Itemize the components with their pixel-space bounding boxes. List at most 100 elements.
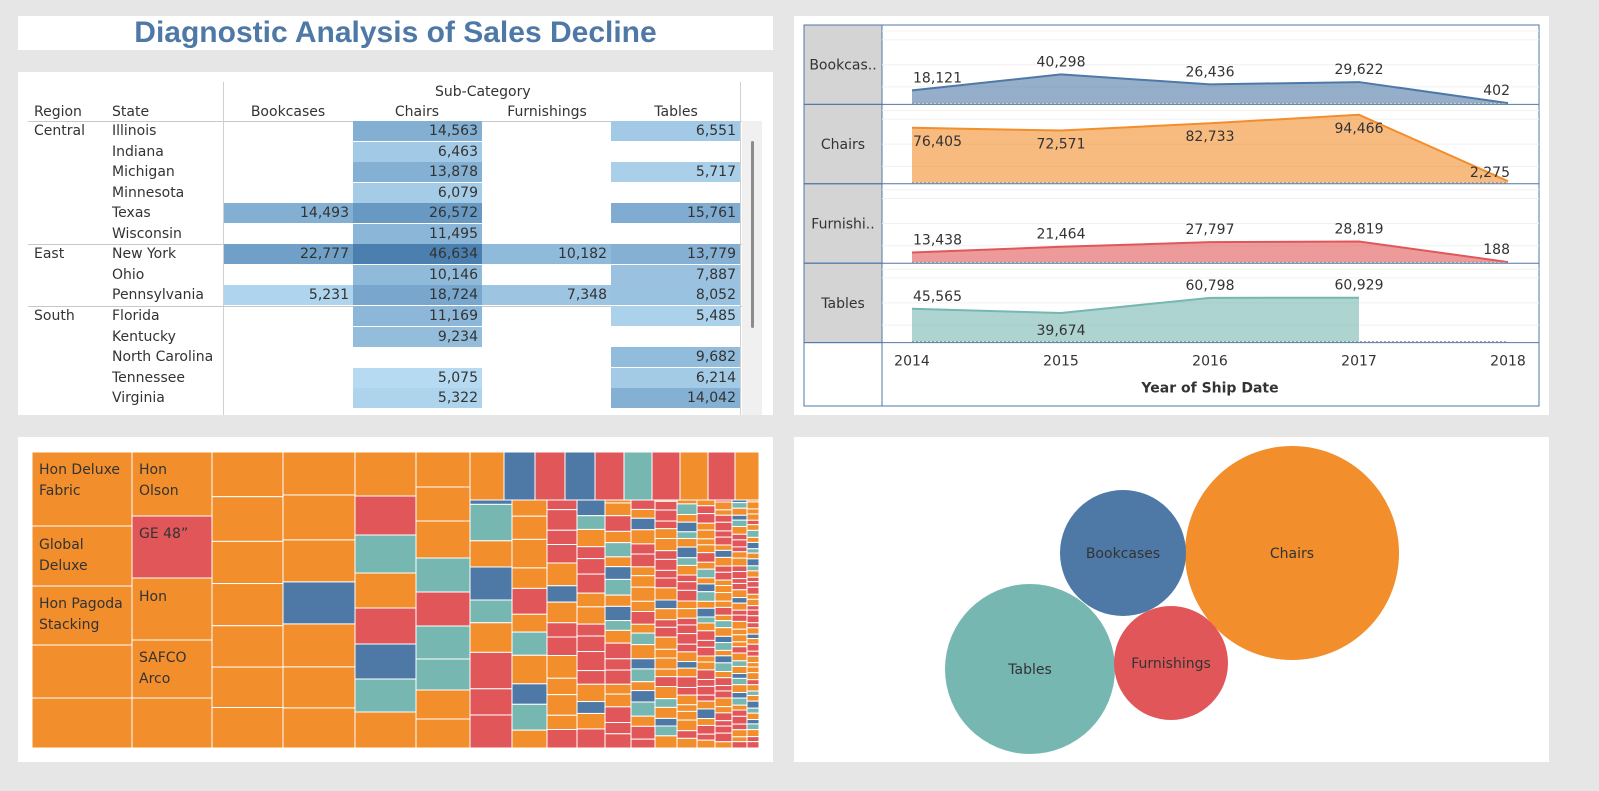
treemap-tile [746,729,760,738]
treemap-tile [731,565,748,573]
treemap-tile [714,670,733,679]
treemap-tile [630,610,656,625]
treemap-tile [211,496,284,542]
area-row-tables: Tables 45,565 39,674 60,798 60,929 [803,262,1539,344]
treemap-tile [714,741,733,749]
treemap-tile [630,701,656,717]
treemap-tile [714,697,733,708]
treemap-tile [696,655,716,663]
treemap-tile [282,539,356,583]
treemap-tile [746,558,760,567]
scrollbar-thumb[interactable] [751,141,754,328]
treemap-tile [696,513,716,524]
state-label: Ohio [112,266,145,283]
treemap-tile [630,508,656,519]
treemap-tile [604,620,632,631]
treemap-tile [714,571,733,581]
treemap-tile [654,735,678,749]
treemap-tile [731,602,748,611]
treemap-tile [746,662,760,668]
treemap-tile [630,715,656,727]
treemap-label-line: Deluxe [39,558,88,574]
treemap-tile [746,524,760,531]
treemap-tile [746,736,760,743]
treemap-tile [746,519,760,526]
treemap-tile [696,607,716,618]
treemap-tile [696,708,716,720]
treemap-tile [676,676,698,688]
state-label: Michigan [112,164,175,181]
area-fill [912,114,1508,183]
treemap-tile [282,707,356,749]
treemap-tile [564,451,596,501]
row-header-cell [803,262,883,344]
data-label: 402 [1483,83,1510,99]
treemap-tile [469,599,513,624]
treemap-tile [415,557,471,593]
treemap-tile [654,587,678,601]
treemap-tile [282,494,356,541]
treemap-tile [676,537,698,548]
treemap-tile [546,544,578,564]
treemap-tile [415,689,471,720]
area-line [911,296,1360,315]
data-label: 45,565 [913,289,962,305]
treemap-tile [576,515,606,530]
treemap-tile [511,729,548,749]
subcategory-bubble-chart: Chairs Bookcases Tables Furnishings [945,446,1399,754]
bubble-tables: Tables [945,584,1115,754]
treemap-label-line: Hon Deluxe [39,462,120,478]
treemap-tile [731,697,748,706]
treemap-tile [469,540,513,568]
treemap-tile [654,599,678,610]
treemap-tile [696,669,716,680]
treemap-tile [746,593,760,600]
table-cell: 5,322 [353,388,482,409]
treemap-tile [576,701,606,714]
treemap-tile [131,697,213,749]
treemap-tile [576,728,606,749]
bubble-label: Chairs [1270,546,1314,562]
treemap-tile [696,646,716,657]
state-label: Wisconsin [112,225,182,242]
treemap-label: Global Deluxe [39,537,88,574]
treemap-tile [654,636,678,650]
treemap-tile [604,693,632,708]
treemap-tile [696,685,716,696]
treemap-tile [676,617,698,626]
treemap-tile [511,613,548,633]
treemap-tile [746,741,760,749]
bubble-furnishings: Furnishings [1114,606,1228,720]
column-header-tables: Tables [654,104,698,120]
table-cell: 5,231 [224,285,353,306]
treemap-tile [714,600,733,608]
treemap-tile [511,654,548,685]
treemap-tile [469,688,513,716]
treemap-tile [676,581,698,591]
column-header-label: Sub-Category [435,84,531,100]
treemap-label-line: Olson [139,483,179,499]
treemap-tile [731,546,748,553]
treemap-tile [676,719,698,732]
treemap-tile [576,683,606,703]
treemap-tile [630,566,656,577]
treemap-tile [731,652,748,662]
state-label: Illinois [112,123,157,139]
table-cell: 5,485 [611,305,740,326]
treemap-tile [714,606,733,616]
treemap-tile [746,622,760,629]
table-cell: 5,075 [353,367,482,388]
table-cell: 14,563 [353,121,482,141]
treemap-tile [696,700,716,710]
state-label: Pennsylvania [112,287,204,304]
treemap-tile [354,678,417,713]
treemap-tile [546,714,578,730]
bubble-chart-panel: Chairs Bookcases Tables Furnishings [794,437,1549,762]
treemap-tile [630,575,656,588]
treemap-tile [576,635,606,653]
treemap-tile [731,660,748,667]
treemap-tile [415,625,471,660]
treemap-tile [731,723,748,731]
state-label: Kentucky [112,328,176,345]
treemap-tile [746,666,760,674]
